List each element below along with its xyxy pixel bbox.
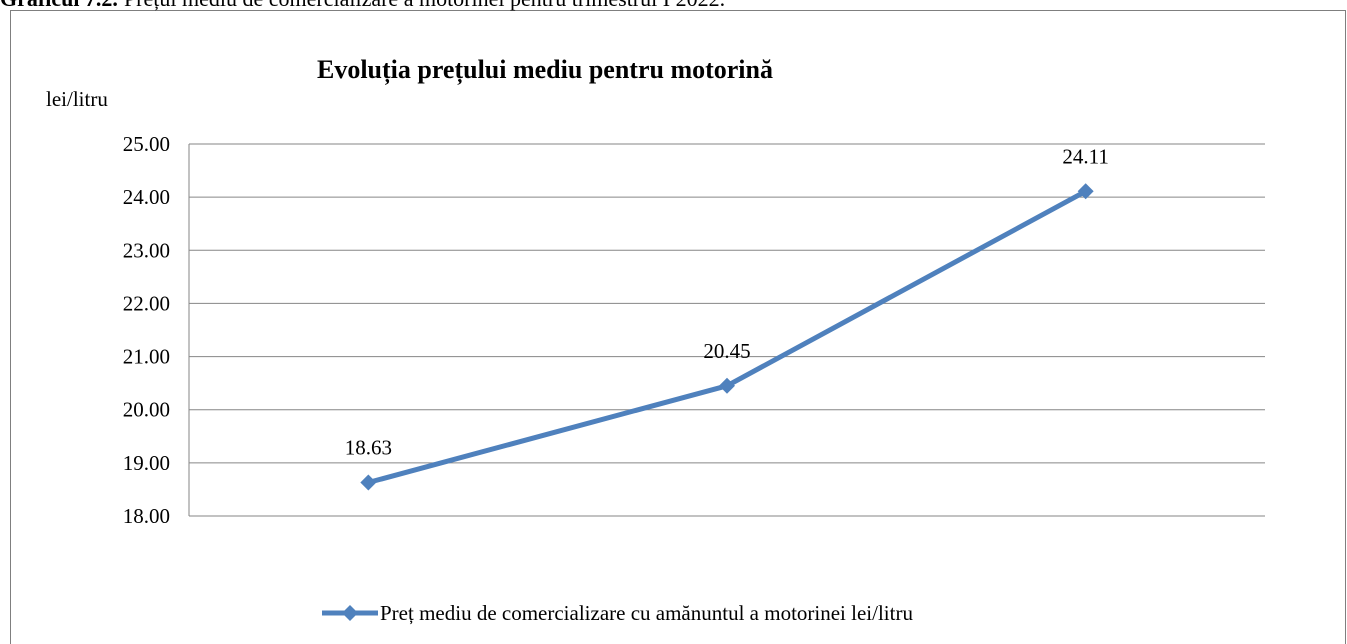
y-tick-label: 21.00 xyxy=(123,345,170,369)
caption-text: Prețul mediu de comercializare a motorin… xyxy=(124,0,725,11)
legend-label: Preț mediu de comercializare cu amănuntu… xyxy=(380,601,913,625)
y-tick-label: 22.00 xyxy=(123,291,170,315)
y-tick-label: 18.00 xyxy=(123,504,170,528)
chart-frame xyxy=(10,10,1346,644)
caption: Graficul 7.2. Prețul mediu de comercializ… xyxy=(0,0,725,11)
point-marker xyxy=(719,377,735,394)
caption-label: Graficul 7.2. xyxy=(0,0,118,11)
y-tick-label: 19.00 xyxy=(123,451,170,475)
data-label: 20.45 xyxy=(703,339,750,363)
y-tick-label: 25.00 xyxy=(123,132,170,156)
chart-title: Evoluția prețului mediu pentru motorină xyxy=(317,55,773,85)
series-line xyxy=(367,189,1087,485)
y-tick-label: 23.00 xyxy=(123,238,170,262)
point-marker xyxy=(360,474,377,491)
y-tick-label: 20.00 xyxy=(123,398,170,422)
legend-marker xyxy=(342,605,358,621)
data-label: 24.11 xyxy=(1062,144,1108,168)
point-marker xyxy=(1077,183,1094,200)
y-tick-label: 24.00 xyxy=(123,185,170,209)
data-label: 18.63 xyxy=(345,436,392,460)
y-axis-label: lei/litru xyxy=(46,87,108,111)
